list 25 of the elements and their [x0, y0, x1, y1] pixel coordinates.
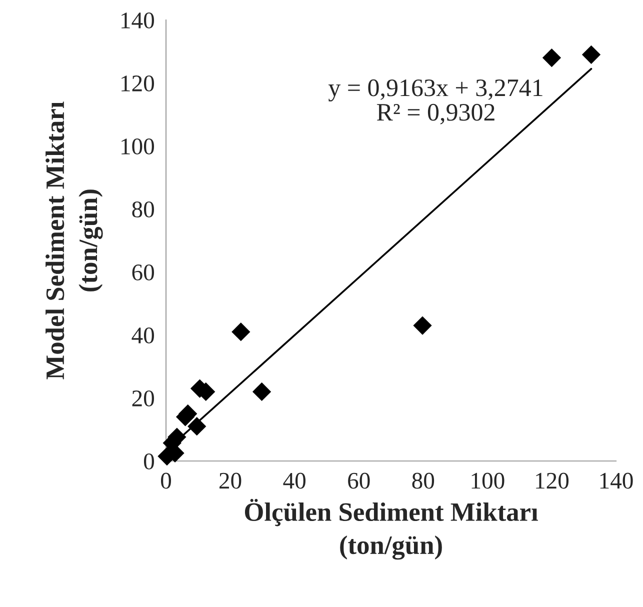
annotation: y = 0,9163x + 3,2741 R² = 0,9302 — [328, 79, 542, 124]
y-tick-label: 20 — [132, 390, 154, 406]
point — [413, 316, 432, 335]
x-tick-label: 140 — [600, 472, 633, 489]
x-tick-label: 0 — [160, 472, 172, 489]
point — [252, 382, 272, 402]
point — [542, 48, 562, 68]
x-tick-label: 60 — [348, 472, 370, 489]
y-tick-label: 140 — [122, 12, 154, 28]
x-tick-label: 40 — [283, 472, 306, 489]
x-tick-label: 120 — [536, 472, 569, 489]
point — [582, 45, 601, 64]
y-tick-label: 60 — [132, 264, 154, 280]
x-axis-title: Ölçülen Sediment Miktarı (ton/gün) — [244, 498, 538, 560]
x-tick-label: 100 — [472, 472, 504, 489]
y-axis-title: Model Sediment Miktarı (ton/gün) — [46, 102, 103, 380]
point — [232, 322, 250, 342]
point — [188, 417, 206, 436]
y-tick-label: 0 — [144, 453, 154, 470]
y-tick-label: 100 — [122, 138, 154, 154]
x-tick-label: 80 — [412, 472, 434, 489]
y-tick-label: 40 — [132, 327, 154, 344]
y-tick-label: 80 — [132, 201, 154, 218]
x-tick-label: 20 — [220, 472, 242, 489]
y-tick-label: 120 — [122, 75, 154, 92]
